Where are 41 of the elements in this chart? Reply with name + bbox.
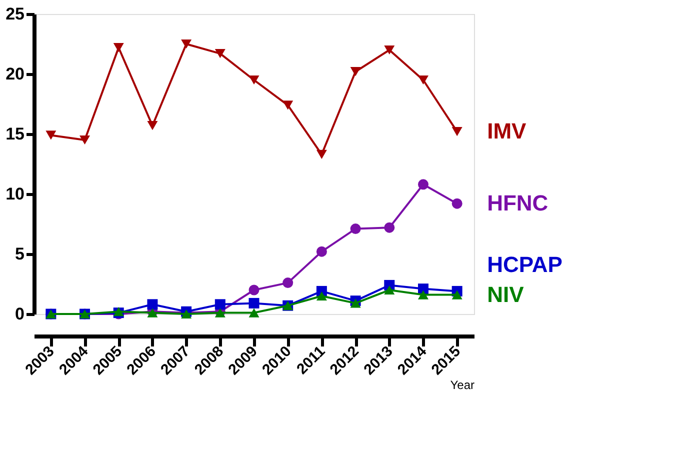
point <box>147 299 158 310</box>
point <box>418 179 428 190</box>
point <box>316 246 327 257</box>
point <box>147 121 158 130</box>
y-tick-label: 20 <box>6 64 24 84</box>
point <box>452 127 462 136</box>
point <box>418 284 428 294</box>
y-tick-label: 15 <box>6 124 24 144</box>
series-label: HFNC <box>487 190 548 216</box>
point <box>384 222 395 233</box>
point <box>248 298 260 308</box>
point <box>350 224 361 234</box>
point <box>350 67 361 76</box>
y-tick-label: 5 <box>15 244 24 264</box>
point <box>418 75 428 85</box>
point <box>282 100 294 110</box>
series-label: NIV <box>487 282 524 307</box>
point <box>214 299 226 310</box>
point <box>384 285 395 295</box>
point <box>452 198 462 209</box>
point <box>316 291 327 301</box>
point <box>181 39 192 49</box>
x-axis-title: Year <box>450 378 474 392</box>
point <box>248 308 260 318</box>
point <box>248 75 260 85</box>
point <box>80 135 90 145</box>
point <box>418 290 428 300</box>
point <box>46 130 56 140</box>
point <box>214 49 226 58</box>
point <box>113 43 124 52</box>
point <box>350 298 361 308</box>
point <box>384 45 395 55</box>
y-tick-label: 25 <box>6 4 24 24</box>
point <box>452 290 462 300</box>
series-label: IMV <box>487 118 527 144</box>
point <box>248 284 260 296</box>
y-tick-label: 0 <box>15 304 24 324</box>
point <box>316 150 327 159</box>
point <box>282 278 294 288</box>
y-tick-label: 10 <box>6 184 24 204</box>
series-label: HCPAP <box>487 252 562 277</box>
